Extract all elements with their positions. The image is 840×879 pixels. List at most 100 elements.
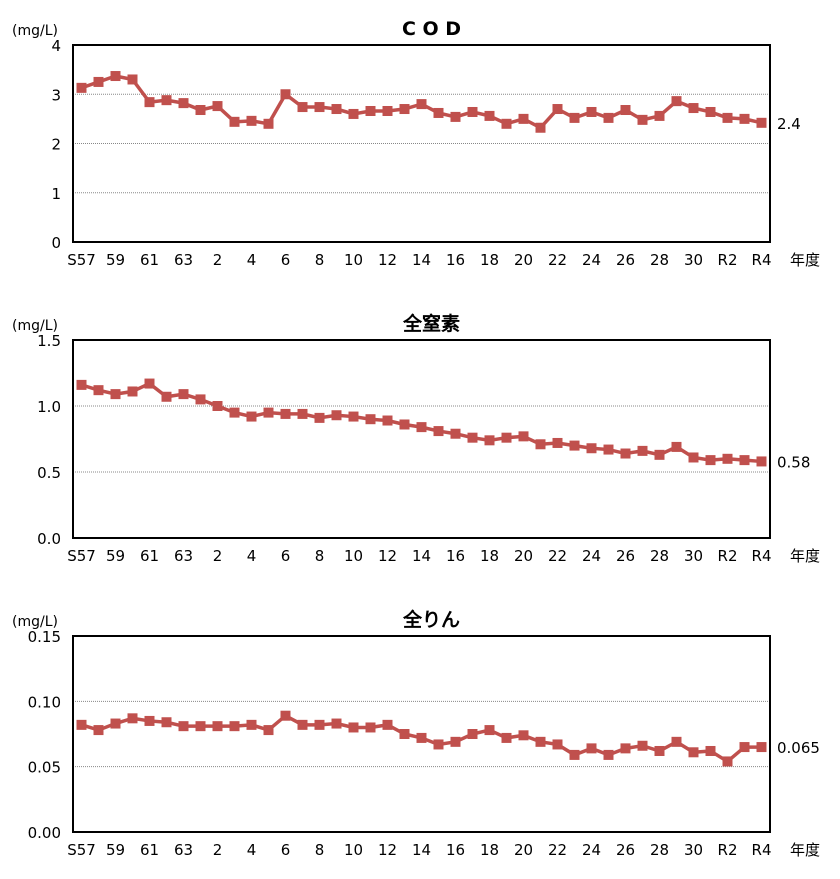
x-tick-label: 63 xyxy=(174,251,193,269)
x-tick-label: 26 xyxy=(616,251,635,269)
data-point xyxy=(535,439,546,450)
y-tick-label: 4 xyxy=(51,37,61,55)
data-point xyxy=(654,449,665,460)
data-point xyxy=(348,108,359,119)
data-point xyxy=(501,732,512,743)
data-point xyxy=(229,116,240,127)
data-point xyxy=(552,437,563,448)
data-point xyxy=(195,721,206,732)
data-point xyxy=(739,113,750,124)
x-tick-label: 2 xyxy=(213,547,223,565)
data-point xyxy=(620,743,631,754)
data-point xyxy=(467,106,478,117)
data-point xyxy=(450,736,461,747)
data-point xyxy=(314,719,325,730)
plot-frame xyxy=(72,44,771,243)
x-tick-label: 18 xyxy=(480,841,499,859)
x-tick-label: 24 xyxy=(582,841,601,859)
data-point xyxy=(535,736,546,747)
x-tick-label: 14 xyxy=(412,251,431,269)
y-tick-label: 0.5 xyxy=(37,464,61,482)
data-point xyxy=(297,102,308,113)
data-point xyxy=(671,736,682,747)
data-point xyxy=(586,743,597,754)
y-tick-label: 3 xyxy=(51,86,61,104)
data-point xyxy=(654,745,665,756)
data-point xyxy=(450,111,461,122)
data-point xyxy=(212,401,223,411)
x-tick-label: 12 xyxy=(378,547,397,565)
x-tick-label: R2 xyxy=(718,251,738,269)
data-point xyxy=(246,115,257,126)
x-tick-label: 59 xyxy=(106,547,125,565)
data-point xyxy=(144,378,155,389)
x-tick-label: 28 xyxy=(650,841,669,859)
chart-title: C O D xyxy=(402,18,461,40)
x-tick-label: 12 xyxy=(378,251,397,269)
data-point xyxy=(365,414,376,425)
y-tick-label: 1.5 xyxy=(37,332,61,350)
x-tick-label: S57 xyxy=(67,547,96,565)
y-axis-unit: (mg/L) xyxy=(12,23,58,39)
data-point xyxy=(739,455,750,466)
data-point xyxy=(246,411,257,422)
data-point xyxy=(518,730,529,741)
x-tick-label: 12 xyxy=(378,841,397,859)
plot-frame xyxy=(72,635,771,833)
data-point xyxy=(739,742,750,753)
x-tick-label: 63 xyxy=(174,841,193,859)
data-point xyxy=(603,112,614,123)
x-tick-label: 30 xyxy=(684,251,703,269)
data-point xyxy=(331,104,342,115)
x-axis-label: 年度 xyxy=(790,251,820,269)
x-axis-label: 年度 xyxy=(790,547,820,565)
y-tick-label: 2 xyxy=(51,136,61,154)
data-point xyxy=(127,386,138,397)
x-tick-label: 61 xyxy=(140,547,159,565)
data-point xyxy=(620,448,631,459)
x-tick-label: S57 xyxy=(67,251,96,269)
data-point xyxy=(433,739,444,750)
x-tick-label: 6 xyxy=(281,251,291,269)
data-point xyxy=(654,110,665,121)
data-point xyxy=(637,445,648,456)
data-point xyxy=(110,71,121,82)
data-point xyxy=(671,441,682,452)
data-point xyxy=(93,76,104,87)
x-tick-label: R4 xyxy=(752,547,772,565)
data-point xyxy=(688,452,699,463)
y-tick-label: 0 xyxy=(51,234,61,252)
data-point xyxy=(246,719,257,730)
data-point xyxy=(93,725,104,736)
y-tick-label: 0.05 xyxy=(28,759,61,777)
data-point xyxy=(586,443,597,454)
x-tick-label: 59 xyxy=(106,841,125,859)
x-tick-label: 6 xyxy=(281,547,291,565)
data-point xyxy=(671,96,682,107)
data-point xyxy=(603,444,614,455)
x-tick-label: 4 xyxy=(247,841,257,859)
data-point xyxy=(229,407,240,418)
data-point xyxy=(433,426,444,437)
x-tick-label: R4 xyxy=(752,251,772,269)
x-tick-label: 18 xyxy=(480,547,499,565)
data-point xyxy=(569,749,580,760)
x-tick-label: 8 xyxy=(315,547,325,565)
x-tick-label: 10 xyxy=(344,251,363,269)
data-point xyxy=(705,455,716,466)
chart-title: 全窒素 xyxy=(402,312,460,335)
data-point xyxy=(552,739,563,750)
data-point xyxy=(280,408,291,419)
x-tick-label: 24 xyxy=(582,251,601,269)
data-point xyxy=(297,408,308,419)
data-point xyxy=(365,105,376,116)
data-point xyxy=(705,745,716,756)
x-tick-label: 4 xyxy=(247,547,257,565)
plot-frame xyxy=(72,339,771,539)
data-point xyxy=(263,407,274,418)
x-tick-label: 20 xyxy=(514,841,533,859)
data-point xyxy=(586,106,597,117)
data-point xyxy=(467,432,478,443)
